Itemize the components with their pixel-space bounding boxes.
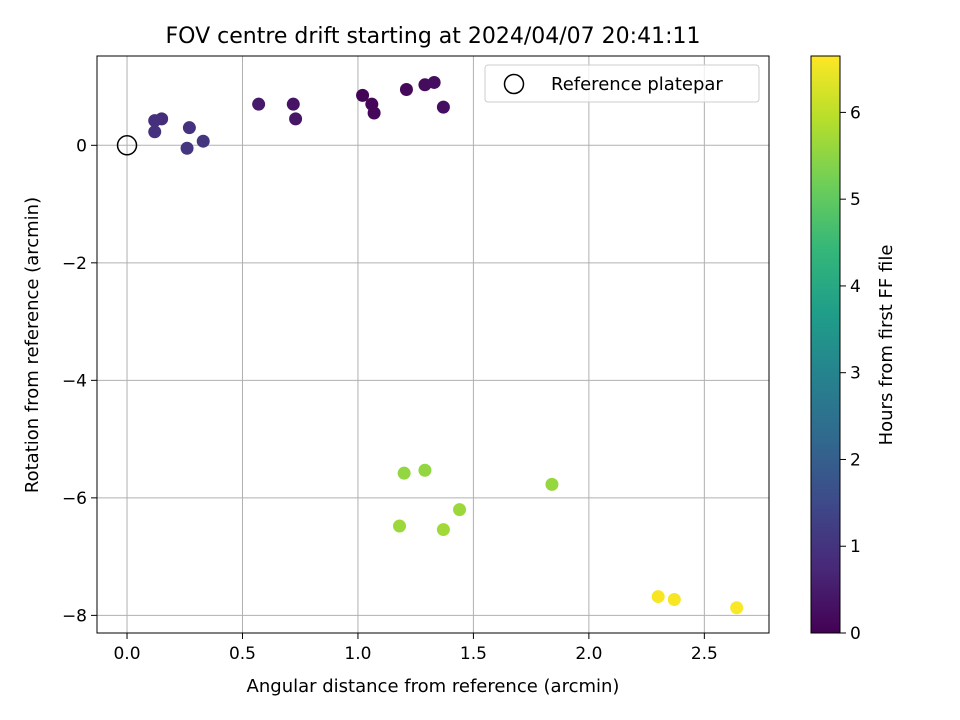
colorbar-tick-label: 6 [850, 103, 861, 123]
chart-title: FOV centre drift starting at 2024/04/07 … [166, 24, 701, 49]
legend: Reference platepar [484, 64, 760, 103]
legend-box [484, 64, 760, 103]
legend-marker [503, 73, 525, 95]
plot-area [97, 56, 769, 633]
data-point [397, 466, 411, 480]
data-point [651, 590, 665, 604]
colorbar-tick-label: 4 [850, 277, 861, 297]
data-point [356, 88, 370, 102]
x-tick-label: 2.5 [691, 644, 718, 664]
data-point [182, 121, 196, 135]
x-axis-label: Angular distance from reference (arcmin) [247, 676, 620, 697]
x-axis-ticks: 0.0 0.5 1.0 1.5 2.0 2.5 [113, 633, 718, 664]
x-tick-label: 0.5 [229, 644, 256, 664]
reference-platepar-marker [116, 135, 138, 156]
y-tick-label: −8 [62, 606, 87, 626]
data-point [196, 134, 210, 148]
x-tick-label: 1.0 [344, 644, 371, 664]
y-tick-label: −6 [62, 489, 87, 509]
y-tick-label: −2 [62, 254, 87, 274]
x-tick-label: 1.5 [460, 644, 487, 664]
data-point [436, 523, 450, 537]
data-point [286, 97, 300, 111]
scatter-points [148, 75, 744, 615]
colorbar-tick-label: 1 [850, 537, 861, 557]
data-point [667, 593, 681, 607]
data-point [453, 503, 467, 517]
colorbar-tick-label: 0 [850, 624, 861, 644]
data-point [399, 82, 413, 96]
legend-entry: Reference platepar [551, 74, 723, 95]
data-point [418, 463, 432, 477]
y-tick-label: −4 [62, 371, 87, 391]
data-point [427, 75, 441, 89]
axes-frame [96, 55, 770, 634]
y-axis-label: Rotation from reference (arcmin) [22, 197, 43, 493]
x-tick-label: 2.0 [575, 644, 602, 664]
data-point [148, 114, 162, 128]
data-point [545, 477, 559, 491]
data-point [148, 125, 162, 139]
colorbar-label: Hours from first FF file [876, 245, 897, 446]
colorbar-tick-label: 2 [850, 450, 861, 470]
grid [97, 56, 769, 633]
data-point [289, 112, 303, 126]
colorbar [810, 55, 841, 634]
y-axis-ticks: 0 −2 −4 −6 −8 [62, 136, 97, 626]
colorbar-tick-label: 5 [850, 190, 861, 210]
data-point [436, 100, 450, 114]
colorbar-ticks: 0 1 2 3 4 5 6 [840, 103, 861, 644]
data-point [730, 601, 744, 615]
x-tick-label: 0.0 [113, 644, 140, 664]
data-point [252, 97, 266, 111]
data-point [180, 141, 194, 155]
data-point [367, 106, 381, 120]
data-point [393, 519, 407, 533]
y-tick-label: 0 [76, 136, 87, 156]
colorbar-tick-label: 3 [850, 364, 861, 384]
